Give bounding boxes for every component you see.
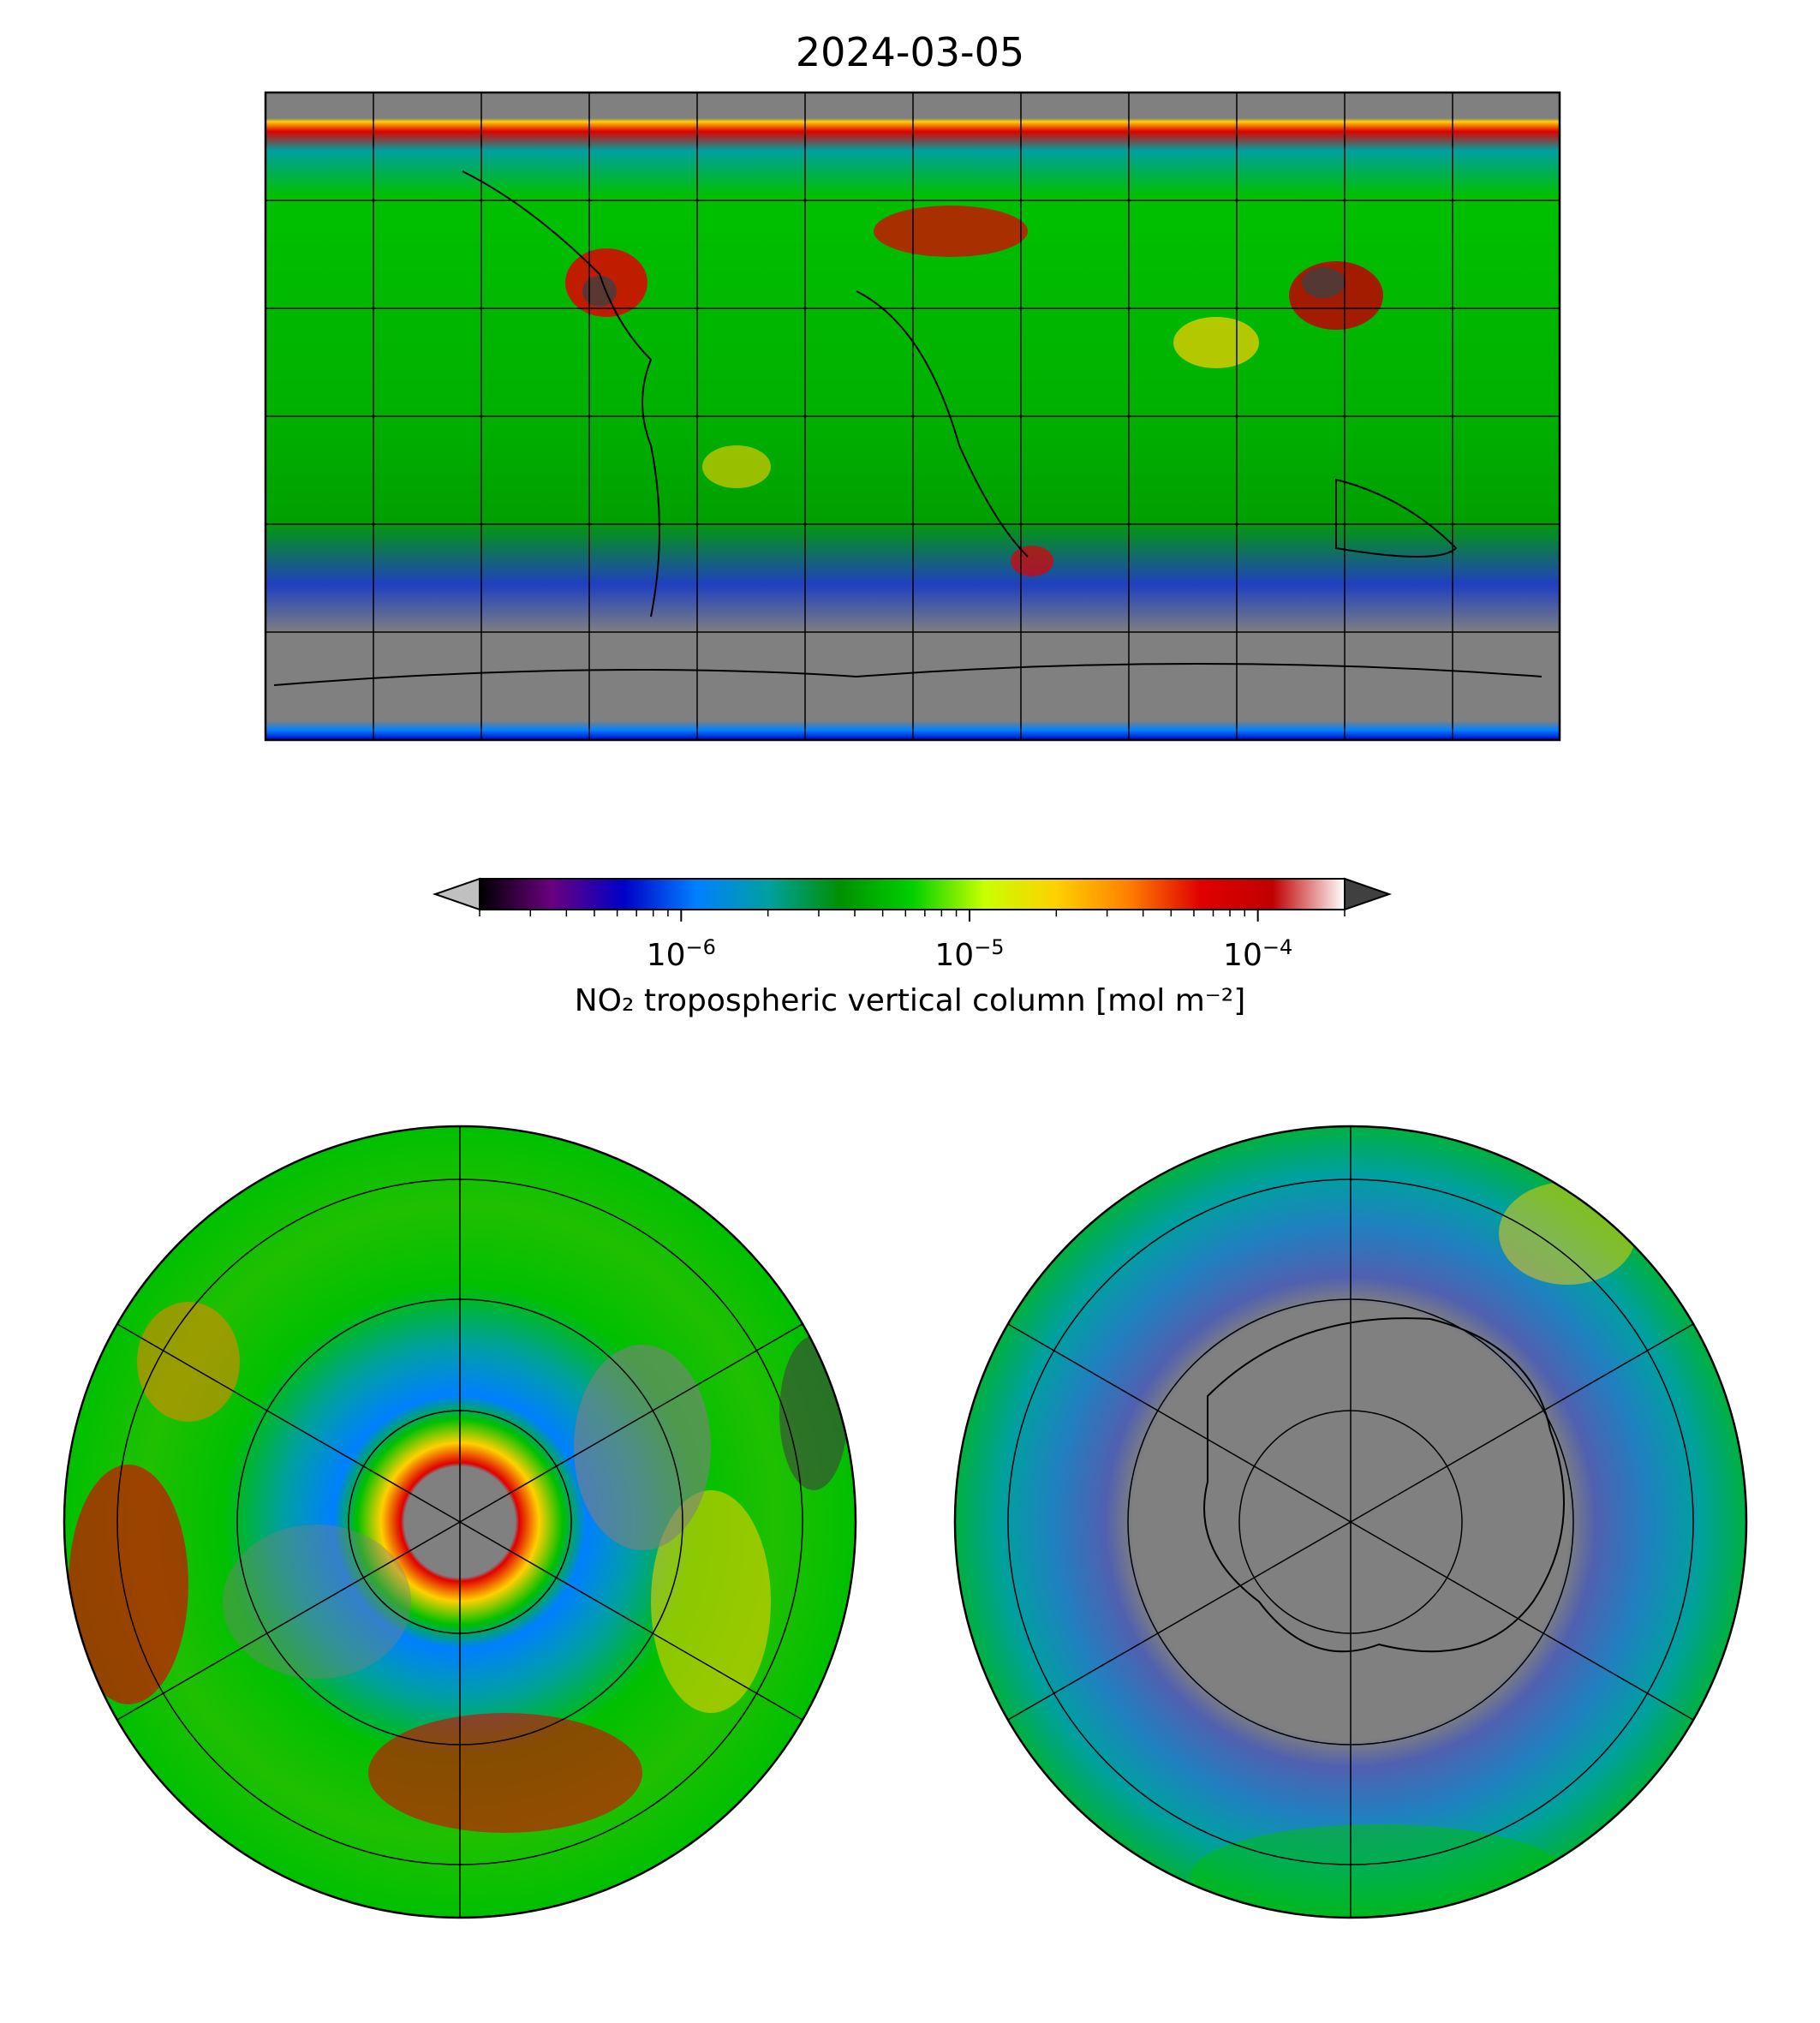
global-map-frame	[264, 91, 1561, 742]
tick-base: 10	[934, 938, 975, 973]
colorbar-ticks	[479, 910, 1346, 922]
global-map-gridlines	[266, 92, 1560, 740]
tick-base: 10	[646, 938, 686, 973]
tick-exponent: −5	[974, 935, 1005, 959]
south-polar-map-gridlines	[1007, 1126, 1694, 1918]
tick-exponent: −6	[685, 935, 716, 959]
tick-base: 10	[1223, 938, 1262, 973]
colorbar-under-extension	[432, 877, 480, 911]
north-polar-map-gridlines	[116, 1126, 803, 1918]
colorbar	[432, 877, 1393, 922]
colorbar-tick-label: 10−6	[647, 935, 716, 973]
tick-exponent: −4	[1262, 935, 1293, 959]
north-polar-map	[63, 1125, 857, 1919]
colorbar-label: NO₂ tropospheric vertical column [mol m⁻…	[574, 983, 1246, 1018]
figure-title: 2024-03-05	[795, 29, 1025, 75]
colorbar-tick-label: 10−4	[1223, 935, 1292, 973]
colorbar-tick-labels: 10−6 10−5 10−4	[0, 935, 1820, 978]
global-map	[264, 91, 1561, 742]
south-polar-map-frame	[953, 1125, 1748, 1919]
south-polar-map	[953, 1125, 1748, 1919]
north-polar-map-frame	[63, 1125, 857, 1919]
colorbar-tick-label: 10−5	[934, 935, 1004, 973]
colorbar-bar	[479, 878, 1346, 910]
colorbar-over-extension	[1344, 877, 1393, 911]
